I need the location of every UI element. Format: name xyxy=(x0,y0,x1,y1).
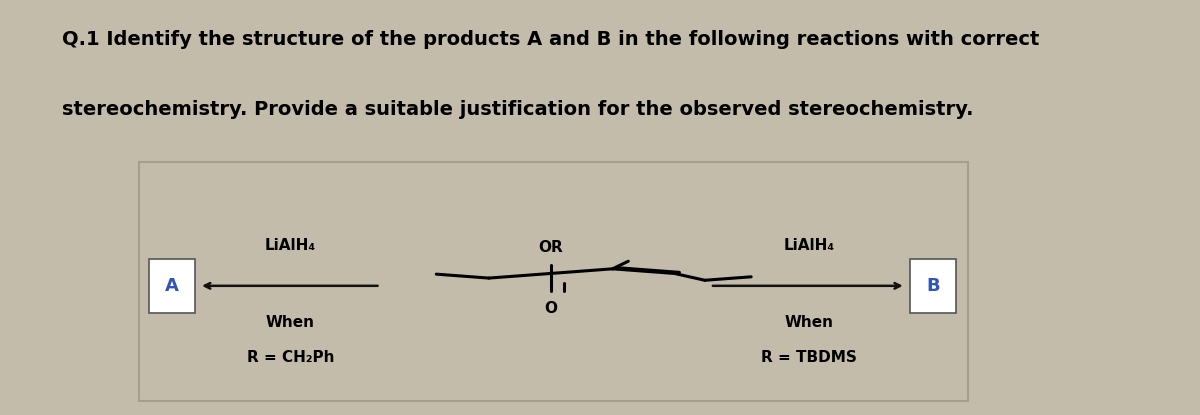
Text: B: B xyxy=(926,277,940,295)
Text: R = TBDMS: R = TBDMS xyxy=(761,350,857,365)
Text: LiAlH₄: LiAlH₄ xyxy=(265,238,316,253)
Bar xyxy=(910,259,956,312)
Text: A: A xyxy=(164,277,179,295)
Text: Q.1 Identify the structure of the products A and B in the following reactions wi: Q.1 Identify the structure of the produc… xyxy=(62,30,1039,49)
Text: LiAlH₄: LiAlH₄ xyxy=(784,238,834,253)
Text: O: O xyxy=(545,301,557,316)
Text: OR: OR xyxy=(539,240,563,255)
Text: stereochemistry. Provide a suitable justification for the observed stereochemist: stereochemistry. Provide a suitable just… xyxy=(62,100,973,120)
Text: When: When xyxy=(785,315,834,330)
Bar xyxy=(139,162,968,401)
Bar xyxy=(149,259,194,312)
Text: When: When xyxy=(266,315,314,330)
Text: R = CH₂Ph: R = CH₂Ph xyxy=(246,350,334,365)
